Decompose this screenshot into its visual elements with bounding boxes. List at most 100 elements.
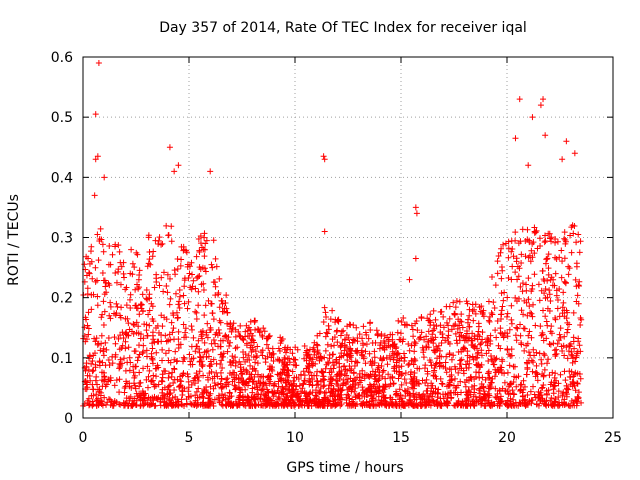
data-point bbox=[143, 376, 150, 383]
data-point bbox=[338, 350, 345, 357]
data-point bbox=[97, 225, 104, 232]
data-point bbox=[90, 401, 97, 408]
data-point bbox=[228, 400, 235, 407]
data-point bbox=[249, 402, 256, 409]
data-point bbox=[518, 381, 525, 388]
data-point bbox=[476, 394, 483, 401]
data-point bbox=[570, 373, 577, 380]
data-point bbox=[224, 320, 231, 327]
data-point bbox=[456, 337, 463, 344]
data-point bbox=[213, 369, 220, 376]
data-point bbox=[101, 308, 108, 315]
x-tick-label: 20 bbox=[498, 430, 516, 446]
data-point bbox=[346, 321, 353, 328]
data-point bbox=[249, 385, 256, 392]
data-point bbox=[327, 374, 334, 381]
data-point bbox=[274, 371, 281, 378]
data-point bbox=[174, 357, 181, 364]
data-point bbox=[370, 402, 377, 409]
data-point bbox=[523, 342, 530, 349]
data-point bbox=[445, 332, 452, 339]
data-point bbox=[489, 273, 496, 280]
data-point bbox=[527, 388, 534, 395]
data-point bbox=[212, 340, 219, 347]
data-point bbox=[131, 322, 138, 329]
data-point bbox=[85, 366, 92, 373]
data-point bbox=[354, 347, 361, 354]
data-point bbox=[212, 283, 219, 290]
data-point bbox=[321, 354, 328, 361]
data-point bbox=[187, 358, 194, 365]
data-point bbox=[537, 323, 544, 330]
data-point bbox=[337, 342, 344, 349]
data-point bbox=[555, 394, 562, 401]
x-tick-label: 0 bbox=[79, 430, 88, 446]
data-point bbox=[387, 375, 394, 382]
data-point bbox=[334, 327, 341, 334]
data-point bbox=[537, 242, 544, 249]
data-point bbox=[232, 362, 239, 369]
data-point bbox=[380, 355, 387, 362]
data-point bbox=[148, 377, 155, 384]
data-point bbox=[539, 329, 546, 336]
data-point bbox=[439, 334, 446, 341]
data-point bbox=[169, 329, 176, 336]
data-point bbox=[529, 368, 536, 375]
data-point bbox=[521, 383, 528, 390]
data-point bbox=[292, 356, 299, 363]
data-point bbox=[146, 294, 153, 301]
data-point bbox=[387, 343, 394, 350]
data-point bbox=[536, 394, 543, 401]
data-point bbox=[133, 319, 140, 326]
data-point bbox=[515, 240, 522, 247]
data-point bbox=[533, 227, 540, 234]
data-point bbox=[182, 329, 189, 336]
data-point bbox=[319, 397, 326, 404]
data-point bbox=[284, 346, 291, 353]
data-point bbox=[530, 301, 537, 308]
data-point bbox=[107, 315, 114, 322]
data-point bbox=[292, 392, 299, 399]
data-point bbox=[171, 387, 178, 394]
data-point bbox=[89, 275, 96, 282]
data-point bbox=[159, 389, 166, 396]
data-point bbox=[510, 363, 517, 370]
data-point bbox=[230, 320, 237, 327]
data-point bbox=[315, 350, 322, 357]
data-point bbox=[482, 376, 489, 383]
data-point bbox=[346, 395, 353, 402]
data-point bbox=[492, 327, 499, 334]
data-point bbox=[552, 239, 559, 246]
data-point bbox=[423, 343, 430, 350]
data-point bbox=[364, 392, 371, 399]
data-point bbox=[148, 300, 155, 307]
data-point bbox=[542, 132, 549, 139]
data-point bbox=[153, 275, 160, 282]
data-point bbox=[136, 271, 143, 278]
data-point bbox=[497, 345, 504, 352]
data-point bbox=[282, 377, 289, 384]
data-point bbox=[183, 249, 190, 256]
data-point bbox=[476, 374, 483, 381]
data-point bbox=[405, 402, 412, 409]
data-point bbox=[366, 381, 373, 388]
data-point bbox=[405, 361, 412, 368]
data-point bbox=[320, 376, 327, 383]
data-point bbox=[290, 386, 297, 393]
data-point bbox=[453, 384, 460, 391]
data-point bbox=[219, 308, 226, 315]
data-point bbox=[524, 312, 531, 319]
data-point bbox=[356, 331, 363, 338]
data-point bbox=[211, 396, 218, 403]
data-point bbox=[111, 310, 118, 317]
data-point bbox=[193, 388, 200, 395]
data-point bbox=[575, 231, 582, 238]
data-point bbox=[495, 253, 502, 260]
data-point bbox=[287, 397, 294, 404]
data-point bbox=[467, 374, 474, 381]
data-point bbox=[140, 365, 147, 372]
data-point bbox=[513, 383, 520, 390]
data-point bbox=[96, 237, 103, 244]
data-point bbox=[208, 300, 215, 307]
data-point bbox=[363, 372, 370, 379]
